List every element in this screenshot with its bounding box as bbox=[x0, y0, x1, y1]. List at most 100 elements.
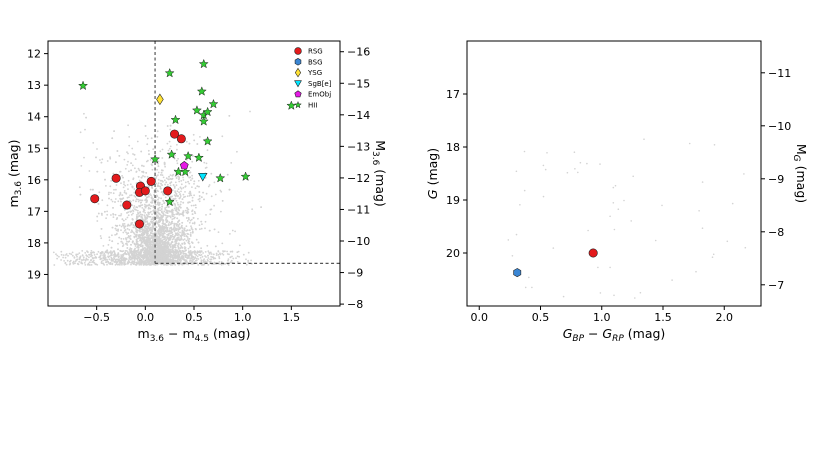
background-source bbox=[168, 140, 171, 143]
background-source bbox=[167, 224, 170, 227]
background-source bbox=[175, 242, 178, 244]
background-source bbox=[175, 192, 178, 195]
background-source bbox=[230, 162, 233, 164]
background-source bbox=[123, 260, 126, 262]
background-source bbox=[130, 258, 132, 261]
background-source bbox=[130, 223, 133, 226]
background-source bbox=[144, 261, 147, 264]
background-source bbox=[149, 193, 151, 195]
background-source bbox=[132, 224, 135, 227]
background-source bbox=[121, 218, 124, 221]
background-source bbox=[731, 202, 734, 205]
background-source bbox=[203, 258, 206, 260]
background-source bbox=[200, 250, 203, 253]
background-source bbox=[192, 133, 195, 136]
background-source bbox=[125, 250, 128, 252]
background-source bbox=[113, 130, 115, 133]
background-source bbox=[115, 184, 118, 186]
background-source bbox=[87, 258, 89, 261]
background-source bbox=[152, 235, 155, 238]
background-source bbox=[167, 149, 170, 152]
background-source bbox=[140, 250, 143, 253]
background-source bbox=[106, 260, 109, 263]
background-source bbox=[120, 198, 122, 201]
background-source bbox=[219, 252, 221, 255]
background-source bbox=[152, 199, 154, 202]
background-source bbox=[79, 193, 82, 196]
background-source bbox=[181, 224, 183, 227]
background-source bbox=[63, 260, 65, 262]
background-source bbox=[182, 252, 185, 255]
background-source bbox=[206, 149, 209, 152]
background-source bbox=[226, 250, 229, 253]
background-source bbox=[169, 237, 172, 240]
background-source bbox=[193, 210, 196, 213]
background-source bbox=[187, 175, 189, 178]
x-tick-label: 0.5 bbox=[532, 311, 550, 324]
background-source bbox=[158, 212, 160, 215]
background-source bbox=[176, 260, 179, 262]
background-source bbox=[148, 228, 151, 231]
background-source bbox=[81, 262, 84, 265]
background-source bbox=[204, 251, 207, 253]
background-source bbox=[698, 210, 700, 212]
background-source bbox=[179, 231, 181, 234]
background-source bbox=[113, 188, 115, 191]
background-source bbox=[72, 263, 75, 265]
background-source bbox=[205, 256, 207, 258]
background-source bbox=[198, 224, 201, 227]
background-source bbox=[187, 208, 190, 211]
background-source bbox=[153, 263, 156, 266]
background-source bbox=[167, 251, 169, 254]
background-source bbox=[579, 161, 582, 164]
background-source bbox=[164, 242, 167, 245]
background-source bbox=[103, 252, 106, 255]
background-source bbox=[712, 253, 715, 256]
background-source bbox=[107, 193, 110, 196]
background-source bbox=[122, 224, 125, 227]
background-source bbox=[83, 262, 86, 264]
background-source bbox=[228, 188, 231, 191]
background-source bbox=[218, 261, 221, 263]
background-source bbox=[209, 229, 211, 232]
background-source bbox=[176, 148, 178, 151]
background-source bbox=[161, 148, 164, 151]
background-source bbox=[215, 252, 218, 255]
background-source bbox=[210, 258, 213, 261]
background-source bbox=[210, 195, 213, 198]
background-source bbox=[196, 143, 199, 145]
background-source bbox=[167, 178, 170, 181]
background-source bbox=[99, 255, 102, 257]
background-source bbox=[523, 189, 526, 192]
background-source bbox=[176, 202, 179, 204]
background-source bbox=[186, 232, 189, 235]
background-source bbox=[171, 212, 174, 215]
background-source bbox=[162, 176, 165, 179]
background-source bbox=[136, 209, 139, 212]
background-source bbox=[134, 208, 137, 211]
background-source bbox=[142, 165, 145, 168]
background-source bbox=[224, 250, 226, 253]
background-source bbox=[154, 203, 157, 206]
background-source bbox=[167, 205, 170, 208]
background-source bbox=[130, 194, 133, 197]
background-source bbox=[120, 200, 122, 203]
background-source bbox=[166, 257, 169, 260]
background-source bbox=[126, 227, 129, 230]
y-axis-label: G (mag) bbox=[425, 148, 440, 199]
background-source bbox=[609, 266, 611, 269]
background-source bbox=[144, 218, 147, 221]
background-source bbox=[140, 262, 143, 264]
background-source bbox=[130, 243, 132, 246]
background-source bbox=[140, 239, 143, 242]
background-source bbox=[200, 220, 203, 223]
background-source bbox=[133, 153, 136, 156]
background-source bbox=[235, 257, 237, 259]
background-source bbox=[148, 153, 150, 156]
background-source bbox=[176, 162, 179, 165]
background-source bbox=[169, 227, 172, 230]
background-source bbox=[126, 196, 129, 199]
background-source bbox=[163, 238, 166, 241]
background-source bbox=[229, 250, 232, 253]
background-source bbox=[183, 235, 186, 238]
